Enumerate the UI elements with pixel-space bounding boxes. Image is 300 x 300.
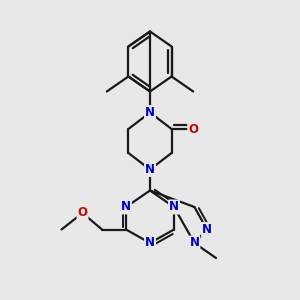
Text: N: N bbox=[121, 200, 131, 214]
Text: O: O bbox=[188, 122, 198, 136]
Text: N: N bbox=[145, 236, 155, 250]
Text: N: N bbox=[169, 200, 179, 214]
Text: O: O bbox=[77, 206, 88, 220]
Text: N: N bbox=[145, 106, 155, 119]
Text: N: N bbox=[145, 163, 155, 176]
Text: N: N bbox=[202, 223, 212, 236]
Text: N: N bbox=[189, 236, 200, 250]
